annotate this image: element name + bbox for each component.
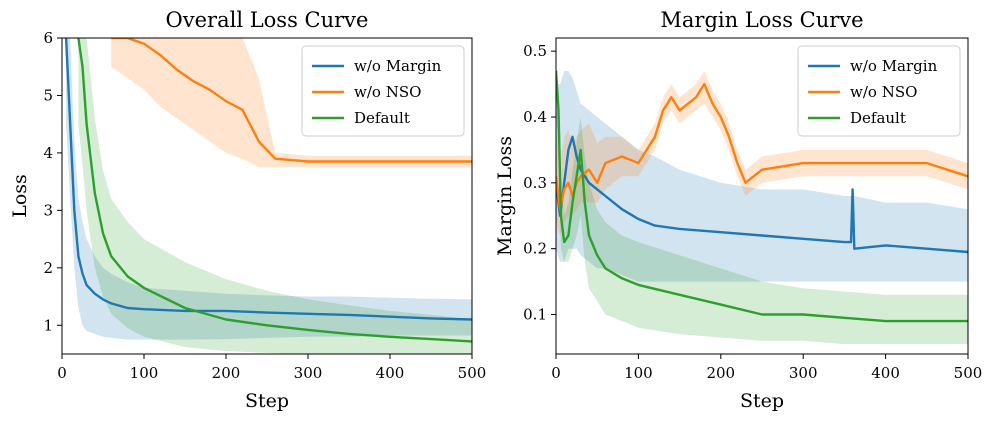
y-axis-label: Margin Loss	[494, 136, 516, 256]
plot-area	[64, 38, 472, 354]
legend-label-3: Default	[850, 109, 906, 127]
y-tick-label: 1	[43, 316, 53, 334]
x-tick-label: 100	[624, 364, 653, 382]
legend-label-1: w/o Margin	[850, 57, 938, 75]
legend-label-1: w/o Margin	[354, 57, 442, 75]
x-tick-label: 200	[212, 364, 241, 382]
x-tick-label: 0	[57, 364, 67, 382]
series-line-3	[77, 38, 472, 343]
series-band-1	[556, 70, 968, 282]
x-tick-label: 500	[458, 364, 487, 382]
series-line-1	[556, 135, 968, 254]
y-tick-label: 2	[43, 259, 53, 277]
chart-title: Overall Loss Curve	[166, 8, 369, 32]
y-tick-label: 6	[43, 29, 53, 47]
series-band-2	[556, 70, 968, 236]
plot-frame	[555, 37, 969, 355]
y-axis-label: Loss	[9, 174, 31, 218]
y-tick-label: 0.3	[523, 174, 547, 192]
plot-area	[556, 64, 968, 345]
y-tick-label: 4	[43, 144, 53, 162]
x-tick-label: 100	[130, 364, 159, 382]
y-tick-label: 0.4	[523, 108, 547, 126]
series-band-3	[556, 64, 968, 345]
legend: w/o Margin w/o NSO Default	[797, 45, 961, 137]
legend: w/o Margin w/o NSO Default	[301, 45, 465, 137]
legend-label-2: w/o NSO	[850, 83, 917, 101]
y-tick-label: 0.2	[523, 240, 547, 258]
x-tick-label: 300	[294, 364, 323, 382]
series-line-1	[64, 38, 472, 321]
y-tick-label: 0.1	[523, 306, 547, 324]
series-band-1	[66, 38, 472, 340]
series-band-3	[78, 38, 472, 354]
x-tick-label: 400	[376, 364, 405, 382]
y-tick-label: 3	[43, 201, 53, 219]
series-band-2	[111, 38, 472, 168]
y-tick-label: 0.5	[523, 42, 547, 60]
legend-label-2: w/o NSO	[354, 83, 421, 101]
series-line-3	[556, 70, 968, 323]
chart-panel-1: 0 100 200 300 400 500 1 2 3 4 5 6 Overall Loss Curve…	[9, 8, 486, 412]
y-tick-label: 5	[43, 86, 53, 104]
series-line-2	[111, 38, 472, 163]
x-tick-label: 200	[706, 364, 735, 382]
legend-box	[301, 45, 465, 137]
x-axis-label: Step	[245, 390, 289, 412]
legend-label-3: Default	[354, 109, 410, 127]
chart-panel-2: 0 100 200 300 400 500 0.1 0.2 0.3 0.4 0.5 Margin Lo…	[494, 8, 982, 412]
chart-title: Margin Loss Curve	[660, 8, 863, 32]
legend-box	[797, 45, 961, 137]
plot-frame	[61, 37, 473, 355]
x-axis-label: Step	[740, 390, 784, 412]
x-tick-label: 300	[789, 364, 818, 382]
x-tick-label: 500	[954, 364, 983, 382]
x-tick-label: 0	[551, 364, 561, 382]
x-tick-label: 400	[871, 364, 900, 382]
